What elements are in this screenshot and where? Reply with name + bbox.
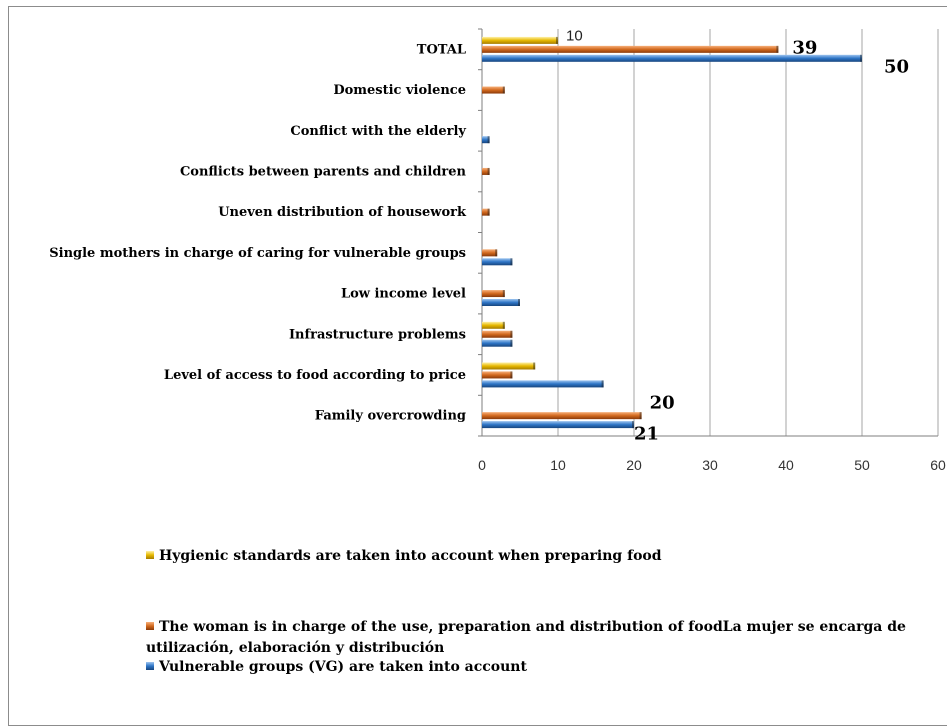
bar-cap-woman-low-income-level xyxy=(502,290,505,298)
bar-woman-conflicts-between-parents-and-children xyxy=(482,167,490,175)
legend-label-hygienic: Hygienic standards are taken into accoun… xyxy=(159,548,662,564)
bar-woman-total xyxy=(482,45,779,53)
bar-hygienic-level-of-access-to-food-according-to-price xyxy=(482,362,536,370)
bar-cap-vulnerable-single-mothers-in-charge-of-caring-for-vulnerable-groups xyxy=(510,258,513,266)
bar-cap-vulnerable-family-overcrowding xyxy=(632,421,634,429)
bar-woman-single-mothers-in-charge-of-caring-for-vulnerable-groups xyxy=(482,249,498,257)
bar-woman-domestic-violence xyxy=(482,86,505,94)
bar-vulnerable-conflict-with-the-elderly xyxy=(482,136,490,144)
bar-cap-woman-total xyxy=(776,45,779,53)
bar-chart: TOTAL Domestic violence Conflict with the … xyxy=(49,27,946,473)
data-label-woman-total: 39 xyxy=(792,37,817,58)
bar-woman-level-of-access-to-food-according-to-price xyxy=(482,371,513,379)
bars xyxy=(482,36,862,429)
bar-cap-woman-single-mothers-in-charge-of-caring-for-vulnerable-groups xyxy=(495,249,498,257)
bar-cap-woman-conflicts-between-parents-and-children xyxy=(487,167,490,175)
x-tick-label-10: 10 xyxy=(550,457,566,473)
bar-woman-infrastructure-problems xyxy=(482,330,513,338)
x-tick-label-50: 50 xyxy=(854,457,870,473)
legend-item-vulnerable: Vulnerable groups (VG) are taken into ac… xyxy=(146,657,527,678)
category-label-domestic-violence: Domestic violence xyxy=(333,83,466,98)
bar-cap-hygienic-infrastructure-problems xyxy=(502,321,505,329)
data-labels: 10 39 50 20 21 xyxy=(566,27,909,444)
bar-cap-vulnerable-total xyxy=(860,54,862,62)
data-label-vulnerable-total: 50 xyxy=(884,56,909,77)
legend-item-hygienic: Hygienic standards are taken into accoun… xyxy=(146,546,662,567)
bar-hygienic-infrastructure-problems xyxy=(482,321,505,329)
bar-vulnerable-single-mothers-in-charge-of-caring-for-vulnerable-groups xyxy=(482,258,513,266)
legend-swatch-woman xyxy=(146,622,154,630)
category-label-family-overcrowding: Family overcrowding xyxy=(315,409,466,424)
bar-cap-woman-infrastructure-problems xyxy=(510,330,513,338)
bar-cap-vulnerable-level-of-access-to-food-according-to-price xyxy=(601,380,604,388)
bar-cap-vulnerable-infrastructure-problems xyxy=(510,339,513,347)
bar-cap-woman-domestic-violence xyxy=(502,86,505,94)
bar-woman-family-overcrowding xyxy=(482,412,642,420)
bar-cap-vulnerable-conflict-with-the-elderly xyxy=(487,136,490,144)
bar-hygienic-total xyxy=(482,36,558,44)
legend-swatch-vulnerable xyxy=(146,662,154,670)
bar-woman-uneven-distribution-of-housework xyxy=(482,208,490,216)
bar-cap-woman-level-of-access-to-food-according-to-price xyxy=(510,371,513,379)
data-label-woman-family-overcrowding: 20 xyxy=(650,393,675,414)
data-label-vulnerable-family-overcrowding: 21 xyxy=(634,424,659,445)
category-label-conflict-with-the-elderly: Conflict with the elderly xyxy=(290,124,466,139)
bar-woman-low-income-level xyxy=(482,290,505,298)
category-label-low-income-level: Low income level xyxy=(341,287,466,302)
x-tick-label-60: 60 xyxy=(930,457,946,473)
legend-item-woman: The woman is in charge of the use, prepa… xyxy=(146,617,936,659)
bar-vulnerable-level-of-access-to-food-according-to-price xyxy=(482,380,604,388)
x-tick-label-40: 40 xyxy=(778,457,794,473)
category-label-single-mothers-in-charge-of-caring-for-vulnerable-groups: Single mothers in charge of caring for v… xyxy=(49,246,466,261)
legend-label-woman: The woman is in charge of the use, prepa… xyxy=(146,619,906,656)
bar-cap-woman-family-overcrowding xyxy=(639,412,642,420)
category-label-total: TOTAL xyxy=(417,42,466,57)
bar-cap-woman-uneven-distribution-of-housework xyxy=(487,208,490,216)
data-label-hygienic-total: 10 xyxy=(566,27,583,44)
x-tick-label-0: 0 xyxy=(478,457,486,473)
category-label-conflicts-between-parents-and-children: Conflicts between parents and children xyxy=(180,164,467,179)
bar-vulnerable-total xyxy=(482,54,862,62)
gridlines xyxy=(478,28,939,437)
bar-vulnerable-infrastructure-problems xyxy=(482,339,513,347)
bar-cap-vulnerable-low-income-level xyxy=(518,299,520,307)
category-label-uneven-distribution-of-housework: Uneven distribution of housework xyxy=(218,205,467,220)
category-labels: TOTAL Domestic violence Conflict with the … xyxy=(49,42,467,423)
category-label-level-of-access-to-food-according-to-price: Level of access to food according to pri… xyxy=(164,368,466,383)
legend-label-vulnerable: Vulnerable groups (VG) are taken into ac… xyxy=(159,659,527,675)
category-label-infrastructure-problems: Infrastructure problems xyxy=(289,327,466,342)
bar-cap-hygienic-level-of-access-to-food-according-to-price xyxy=(533,362,536,370)
bar-vulnerable-low-income-level xyxy=(482,299,520,307)
x-tick-label-30: 30 xyxy=(702,457,718,473)
bar-vulnerable-family-overcrowding xyxy=(482,421,634,429)
x-tick-label-20: 20 xyxy=(626,457,642,473)
bar-cap-hygienic-total xyxy=(556,36,558,44)
x-tick-labels: 0 10 20 30 40 50 60 xyxy=(478,457,946,473)
legend-swatch-hygienic xyxy=(146,551,154,559)
